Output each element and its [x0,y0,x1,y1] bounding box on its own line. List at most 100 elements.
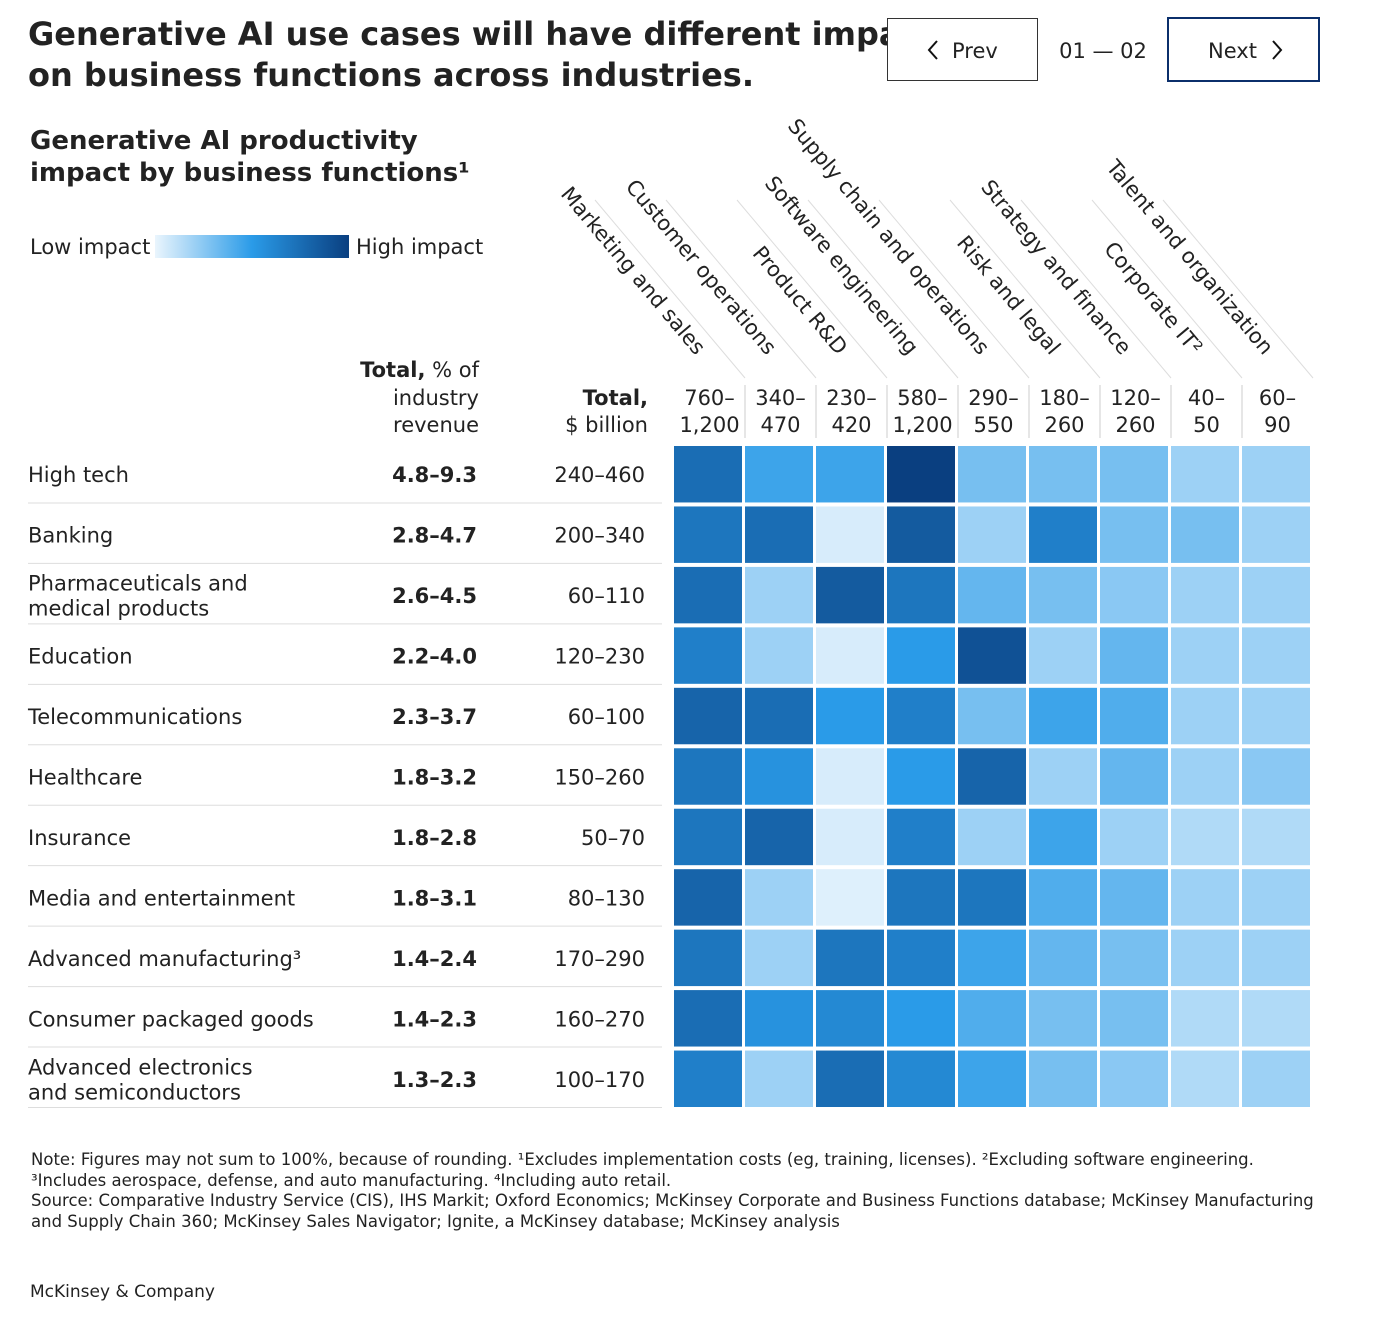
row-label: Banking [28,524,113,548]
column-leader [736,199,888,379]
row-pct: 4.8–9.3 [392,463,477,487]
heat-cell [816,627,884,684]
heat-cell [1100,687,1168,745]
column-range: 1,200 [679,413,739,437]
heat-cell [1171,506,1239,563]
heat-cell [958,1050,1026,1107]
row-label: medical products [28,597,209,621]
row-label: Insurance [28,826,131,850]
row-pct: 2.2–4.0 [392,645,477,669]
heat-cell [816,506,884,563]
row-pct: 2.8–4.7 [392,524,477,548]
heat-cell [1029,627,1097,684]
subtitle: impact by business functions¹ [30,158,470,188]
heat-cell [1029,566,1097,624]
heat-cell [887,990,955,1047]
next-box[interactable] [1167,17,1320,82]
heat-cell [1100,869,1168,926]
heat-cell [1242,506,1310,563]
column-leader [1162,199,1314,379]
heat-cell [1171,627,1239,684]
column-range: 60– [1259,386,1296,410]
heat-cell [1029,929,1097,987]
heat-cell [887,1050,955,1107]
row-pct: 1.8–3.1 [392,886,477,910]
prev-button[interactable]: Prev [887,18,1038,81]
heat-cell [1100,506,1168,563]
pct-header-bold: Total, [360,358,425,382]
title: on business functions across industries. [28,56,754,94]
heat-cell [745,748,813,805]
heat-cell [1242,627,1310,684]
row-label: Education [28,645,133,669]
heat-cell [887,808,955,866]
heat-cell [958,808,1026,866]
heat-cell [1029,869,1097,926]
heat-cell [1242,446,1310,503]
heat-cell [958,506,1026,563]
heat-cell [887,869,955,926]
column-range: 340– [755,386,806,410]
row-label: Healthcare [28,766,142,790]
heat-cell [1171,566,1239,624]
row-pct: 1.3–2.3 [392,1068,477,1092]
chevron-right [1272,40,1283,60]
heat-cell [958,990,1026,1047]
column-leader [807,199,959,379]
next-label[interactable]: Next [1208,39,1257,63]
column-range: 1,200 [892,413,952,437]
heat-cell [674,506,742,563]
heat-cell [1242,929,1310,987]
prev-box[interactable] [887,18,1038,81]
column-leader [665,199,817,379]
next-button[interactable]: Next [1167,17,1320,82]
heat-cell [958,627,1026,684]
heat-cell [958,929,1026,987]
heat-cell [816,1050,884,1107]
heat-cell [887,687,955,745]
heat-cell [1029,1050,1097,1107]
row-usd: 160–270 [554,1007,645,1031]
heat-cell [816,869,884,926]
heat-cell [674,808,742,866]
heat-cell [1100,1050,1168,1107]
heat-cell [1100,929,1168,987]
chevron-left [927,40,938,60]
prev-label[interactable]: Prev [952,39,998,63]
heat-cell [1242,1050,1310,1107]
row-usd: 240–460 [554,463,645,487]
heat-cell [887,748,955,805]
row-usd: 120–230 [554,645,645,669]
heat-cell [1171,687,1239,745]
heat-cell [958,446,1026,503]
legend-gradient [155,235,349,258]
heat-cell [745,506,813,563]
heat-cell [887,627,955,684]
heat-cell [674,566,742,624]
heat-cell [745,627,813,684]
row-pct: 2.6–4.5 [392,584,477,608]
row-pct: 1.4–2.3 [392,1007,477,1031]
heat-cell [1171,929,1239,987]
column-range: 230– [826,386,877,410]
heat-cell [816,446,884,503]
heat-cell [816,687,884,745]
row-usd: 60–110 [568,584,645,608]
heat-cell [674,1050,742,1107]
heat-cell [1171,808,1239,866]
heat-cell [958,869,1026,926]
pct-header-text: industry [393,386,479,410]
heat-cell [674,869,742,926]
heat-cell [816,808,884,866]
row-usd: 50–70 [581,826,645,850]
column-leader [1091,199,1243,379]
legend-low: Low impact [30,235,150,259]
usd-header-text: $ billion [565,413,648,437]
row-label: Advanced electronics [28,1055,253,1079]
source: Source: Comparative Industry Service (CI… [31,1191,1314,1210]
pct-header-text: revenue [393,413,479,437]
heat-cell [1171,748,1239,805]
column-range: 40– [1188,386,1225,410]
column-range: 420 [831,413,871,437]
row-pct: 1.4–2.4 [392,947,477,971]
